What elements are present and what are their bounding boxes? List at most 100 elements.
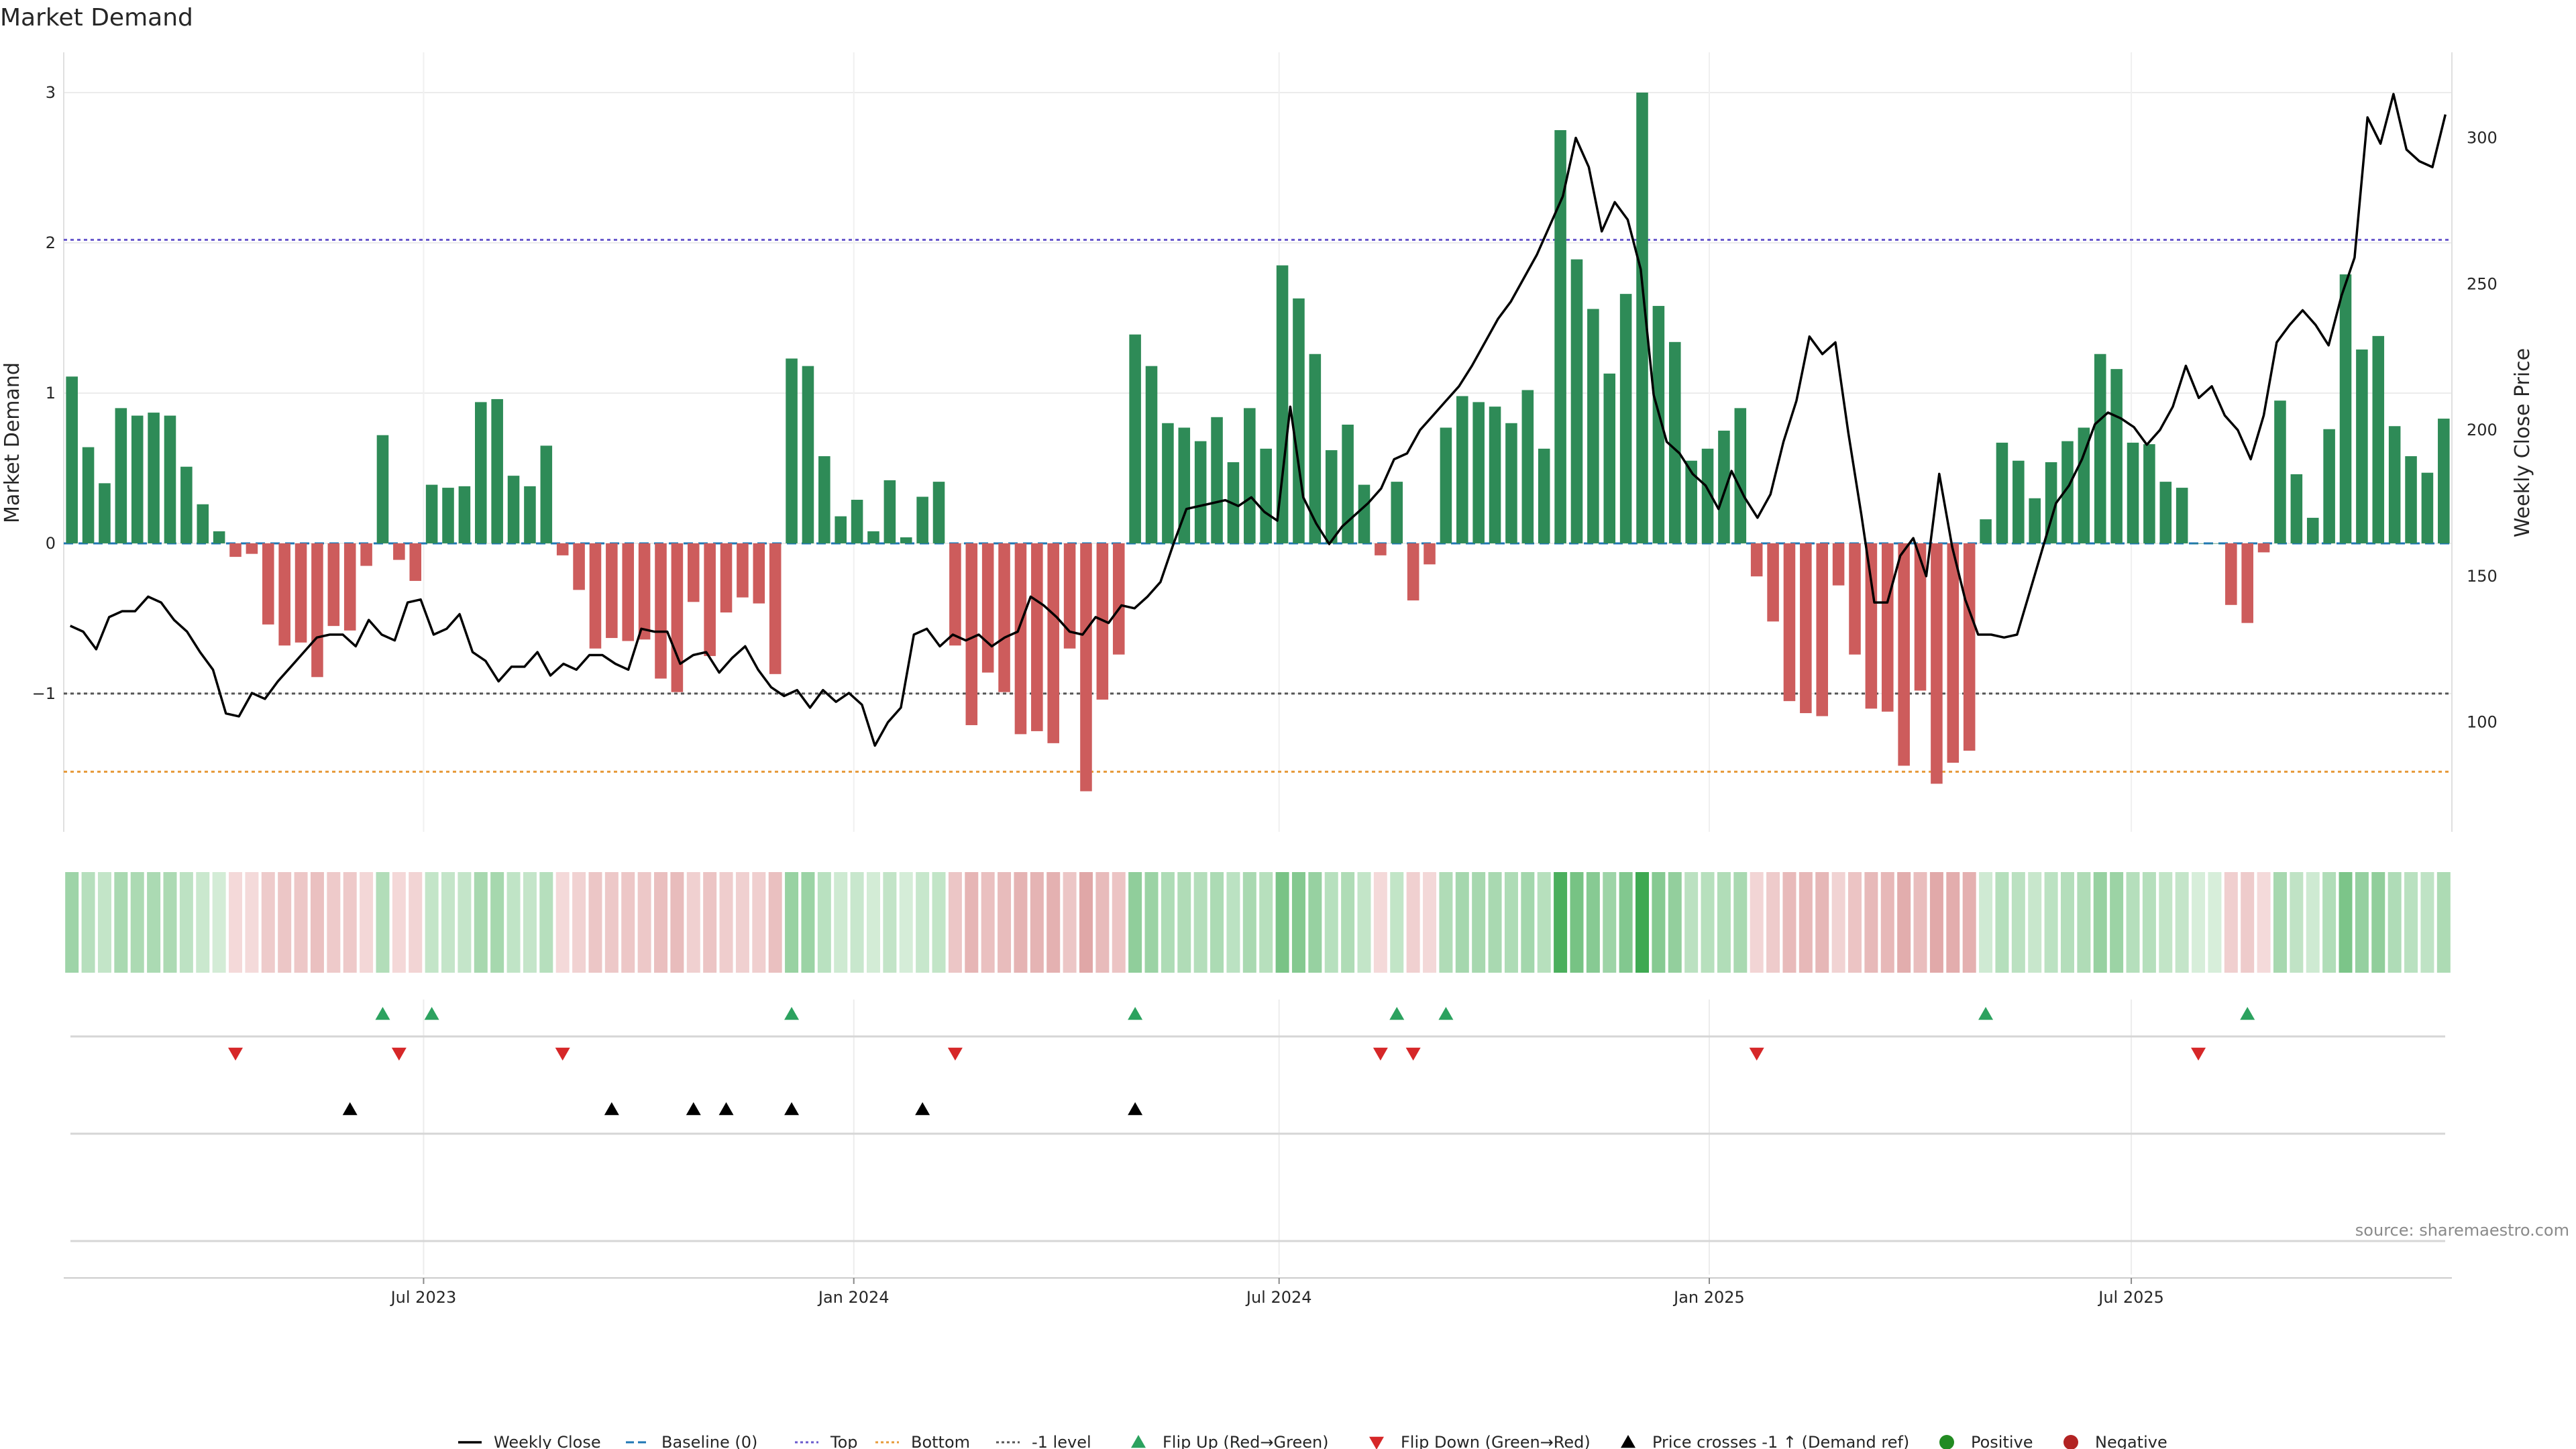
demand-bar [327,543,340,627]
heat-cell [1488,872,1502,973]
y-tick-label: 3 [46,83,56,102]
demand-bar [1162,423,1174,543]
demand-bar [556,543,569,555]
heat-cell [1603,872,1617,973]
chart-title: Market Demand [0,4,193,32]
y2-axis-label: Weekly Close Price [2511,348,2534,537]
heat-cell [65,872,79,973]
demand-bar [2421,472,2434,543]
demand-bar [2061,441,2074,543]
demand-bar [753,543,765,604]
demand-bar [932,482,945,543]
heat-cell [212,872,226,973]
demand-bar [1342,425,1354,543]
heat-cell [458,872,472,973]
heat-cell [2371,872,2385,973]
heat-cell [1373,872,1387,973]
heat-cell [654,872,667,973]
flip-up-marker [1389,1007,1405,1020]
price-cross-marker [1128,1102,1143,1116]
demand-bar [524,486,536,543]
heat-cell [752,872,766,973]
demand-bar [851,499,863,543]
heat-cell [1063,872,1077,973]
flip-down-marker [228,1047,244,1061]
heat-cell [1390,872,1404,973]
demand-bar [1947,543,1960,763]
heat-cell [785,872,799,973]
legend-label: Top [830,1433,858,1449]
demand-bar [883,480,896,543]
heat-cell [670,872,684,973]
heat-cell [998,872,1012,973]
demand-bar [573,543,585,590]
legend-symbol-circle [2063,1435,2078,1449]
heat-cell [1014,872,1028,973]
flip-up-marker [1438,1007,1454,1020]
heat-cell [1815,872,1829,973]
heat-cell [1439,872,1453,973]
heat-cell [343,872,357,973]
heat-cell [1210,872,1224,973]
demand-bar [1063,543,1076,649]
demand-bar [1800,543,1812,714]
demand-bar [99,483,111,543]
demand-bar [1178,427,1191,543]
demand-bar [164,415,176,543]
heat-cell [81,872,95,973]
heat-cell [621,872,635,973]
demand-bar [638,543,651,640]
demand-bar [622,543,635,641]
y-tick-label: 1 [46,384,56,402]
demand-bar [835,516,847,543]
flip-up-marker [784,1007,800,1020]
legend-symbol-triangle-down [1369,1436,1384,1449]
x-tick-label: Jan 2025 [1672,1288,1745,1307]
flip-down-marker [947,1047,963,1061]
heat-cell [1733,872,1748,973]
heat-cell [327,872,341,973]
demand-bar [1031,543,1043,731]
demand-bar [1112,543,1125,655]
heat-cell [1537,872,1551,973]
heat-cell [965,872,979,973]
flip-down-marker [2191,1047,2206,1061]
demand-bar [1636,93,1648,543]
y-axis-ticks: −1 0 1 2 3 [32,83,56,703]
heat-cell [1668,872,1682,973]
demand-bar [1603,373,1616,543]
demand-bar [1619,294,1632,543]
heat-cell [1242,872,1256,973]
demand-bar [311,543,323,678]
heat-cell [1570,872,1584,973]
demand-bar [1832,543,1845,586]
heat-cell [1913,872,1927,973]
demand-bar [425,484,438,543]
demand-bar [2029,498,2041,543]
heat-cell [703,872,717,973]
event-markers [228,1007,2255,1116]
heat-cell [474,872,488,973]
demand-bar [1194,441,1207,543]
heat-cell [1766,872,1780,973]
demand-bar [1014,543,1027,735]
heat-cell [719,872,733,973]
heat-cell [1897,872,1911,973]
demand-bar [1652,306,1665,543]
demand-bar [687,543,700,602]
demand-bar [2208,543,2221,544]
heat-cell [1226,872,1240,973]
demand-bar [360,543,372,566]
price-cross-marker [718,1102,734,1116]
demand-bar [475,402,487,543]
heat-cell [1831,872,1845,973]
heat-cell [686,872,700,973]
heat-cell [1635,872,1650,973]
heat-cell [1586,872,1600,973]
heat-cell [2420,872,2434,973]
price-cross-marker [604,1102,619,1116]
demand-bar [278,543,290,646]
heat-cell [1521,872,1535,973]
heat-cell [490,872,504,973]
demand-bar [1570,259,1583,543]
